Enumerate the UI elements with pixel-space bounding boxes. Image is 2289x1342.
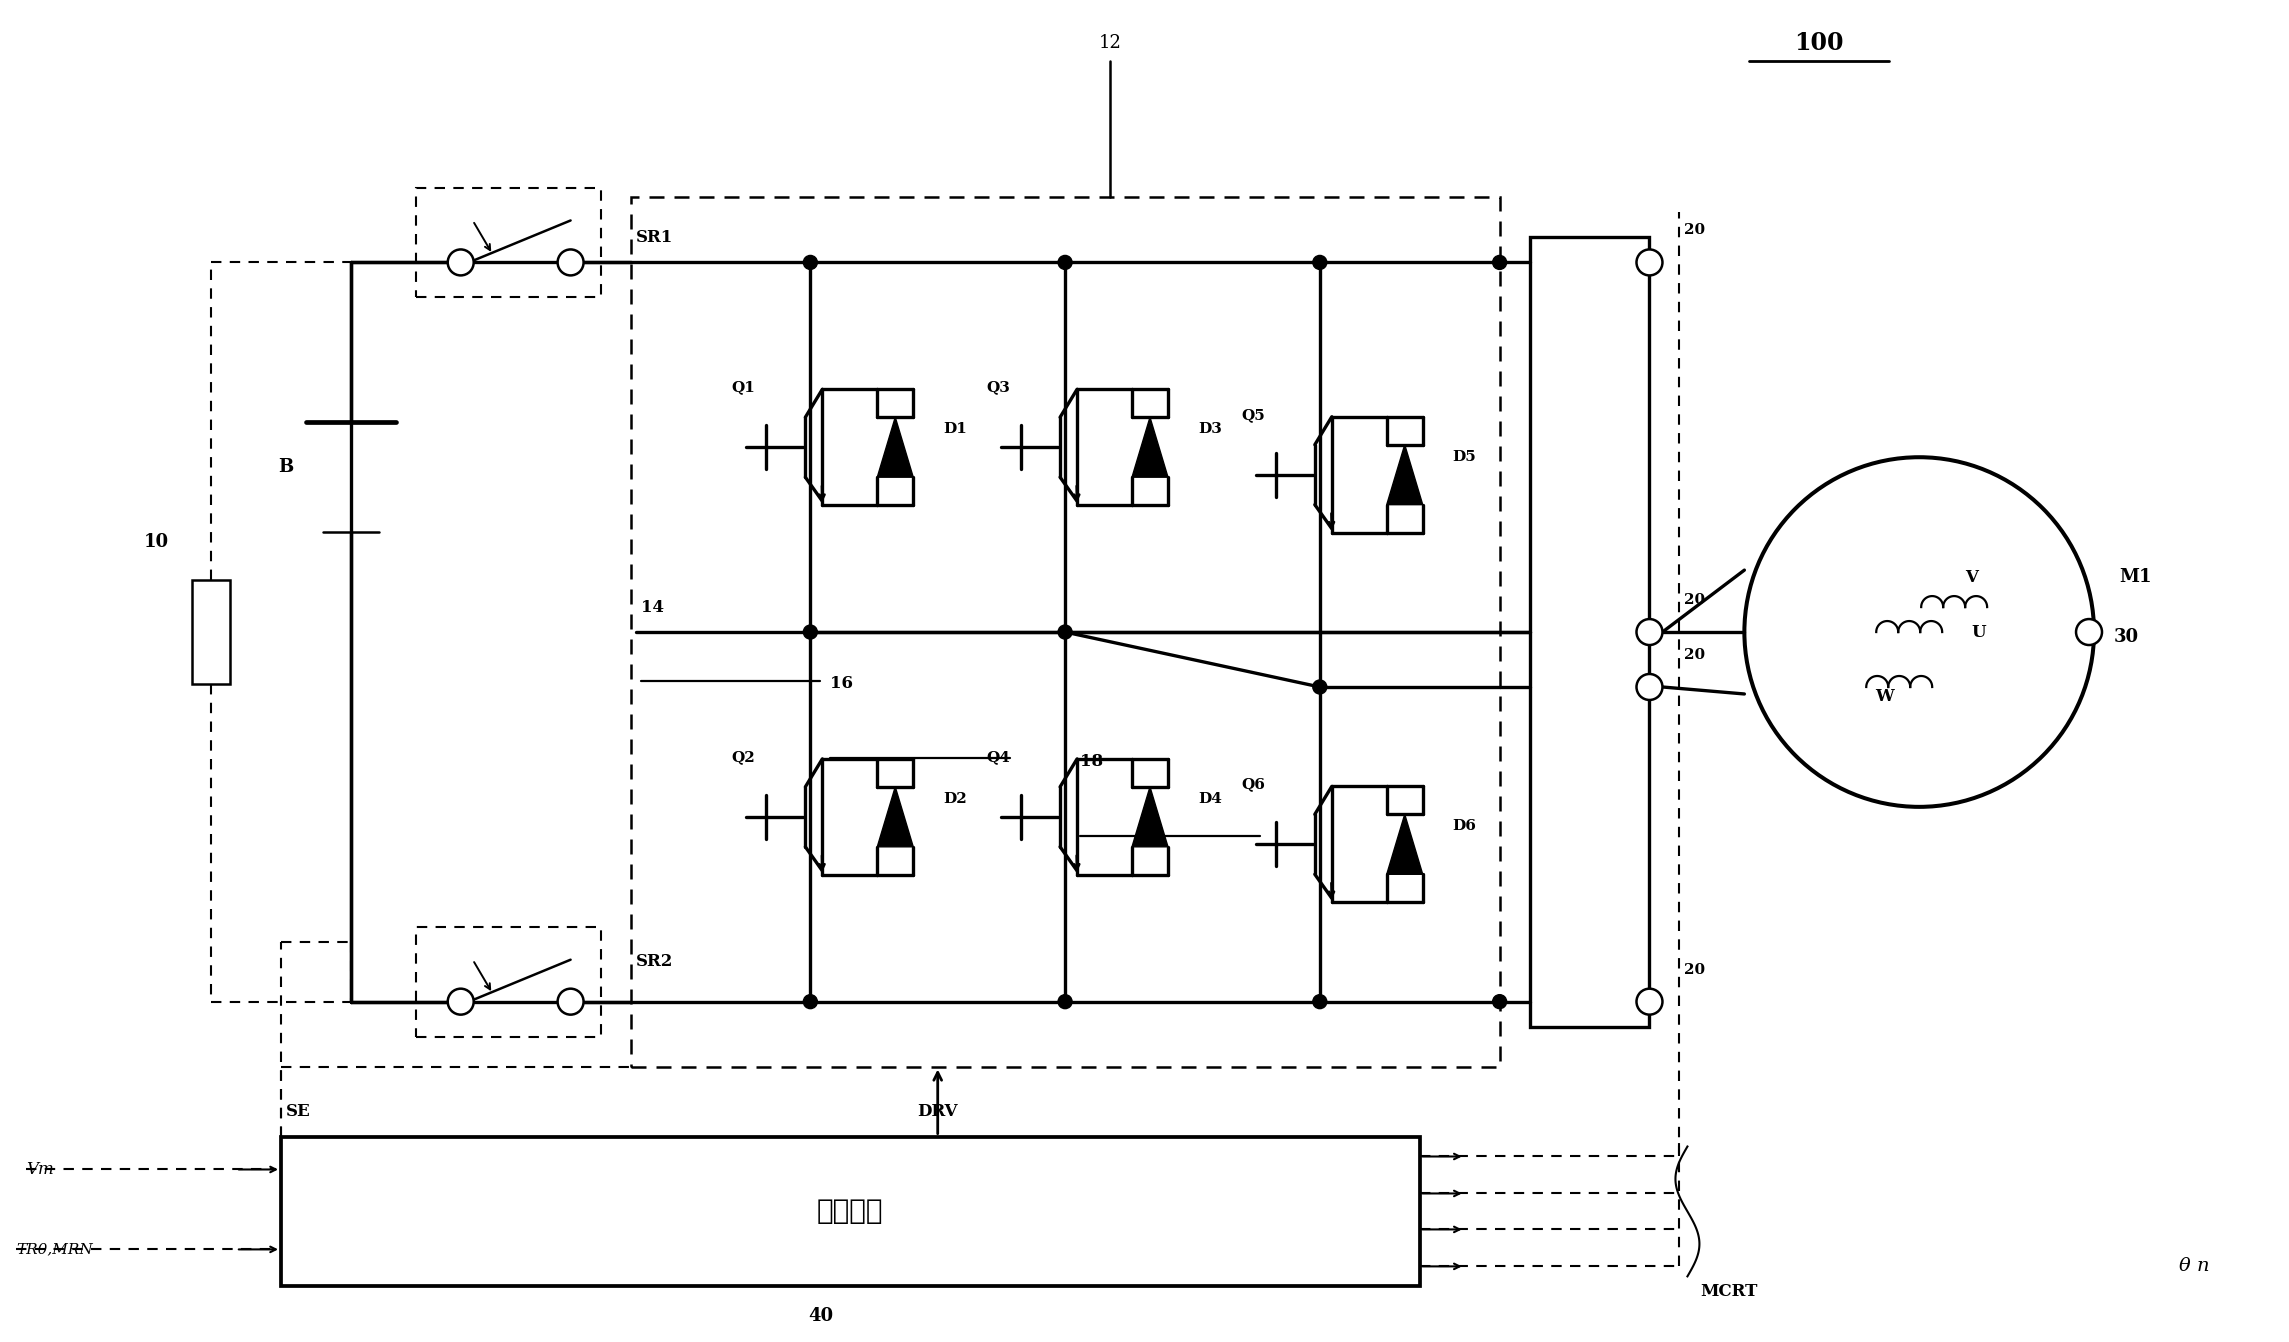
Circle shape — [1058, 625, 1071, 639]
Text: B: B — [279, 458, 293, 476]
Circle shape — [1637, 674, 1662, 701]
Text: Q1: Q1 — [732, 380, 755, 395]
Text: 100: 100 — [1795, 31, 1845, 55]
Text: 20: 20 — [1685, 962, 1705, 977]
Polygon shape — [1387, 815, 1424, 874]
Text: SR2: SR2 — [636, 953, 673, 970]
Text: Q6: Q6 — [1241, 777, 1266, 792]
Bar — [1529, 238, 1650, 1027]
Text: 10: 10 — [144, 533, 169, 552]
Circle shape — [803, 994, 817, 1009]
Text: Vm: Vm — [25, 1161, 55, 1178]
Text: MCRT: MCRT — [1701, 1283, 1758, 1300]
Text: D1: D1 — [943, 423, 966, 436]
Polygon shape — [1387, 444, 1424, 505]
Polygon shape — [1133, 417, 1167, 478]
Circle shape — [1314, 994, 1328, 1009]
Circle shape — [1637, 989, 1662, 1015]
Text: D5: D5 — [1454, 450, 1476, 464]
Text: D4: D4 — [1197, 792, 1222, 805]
Text: M1: M1 — [2120, 568, 2152, 586]
Text: D3: D3 — [1197, 423, 1222, 436]
Circle shape — [1058, 255, 1071, 270]
Text: TR0,MRN: TR0,MRN — [16, 1243, 94, 1256]
Text: 30: 30 — [2115, 628, 2140, 646]
Text: SE: SE — [286, 1103, 311, 1121]
Text: D2: D2 — [943, 792, 966, 805]
Bar — [192, 580, 229, 684]
Text: 20: 20 — [1685, 593, 1705, 607]
Text: Q5: Q5 — [1241, 408, 1266, 421]
Text: W: W — [1875, 688, 1893, 706]
Circle shape — [1314, 680, 1328, 694]
Circle shape — [449, 989, 474, 1015]
Text: Q3: Q3 — [987, 380, 1009, 395]
Text: 40: 40 — [808, 1307, 833, 1326]
Circle shape — [1314, 255, 1328, 270]
Circle shape — [559, 250, 584, 275]
Circle shape — [1492, 994, 1506, 1009]
Polygon shape — [877, 417, 913, 478]
Circle shape — [1058, 994, 1071, 1009]
Text: 16: 16 — [831, 675, 854, 692]
Text: SR1: SR1 — [636, 229, 673, 246]
Circle shape — [803, 255, 817, 270]
Circle shape — [1492, 255, 1506, 270]
Text: V: V — [1964, 569, 1978, 585]
Circle shape — [1637, 250, 1662, 275]
Circle shape — [1637, 619, 1662, 646]
Circle shape — [803, 625, 817, 639]
Circle shape — [559, 989, 584, 1015]
Circle shape — [2076, 619, 2101, 646]
Text: DRV: DRV — [918, 1103, 959, 1121]
Text: U: U — [1971, 624, 1987, 640]
Polygon shape — [1133, 786, 1167, 847]
Text: 20: 20 — [1685, 648, 1705, 662]
Text: 14: 14 — [641, 599, 664, 616]
Text: 20: 20 — [1685, 224, 1705, 238]
Text: 12: 12 — [1099, 34, 1122, 51]
Text: θ n: θ n — [2179, 1257, 2209, 1275]
Text: 控制装置: 控制装置 — [817, 1197, 884, 1225]
Bar — [282, 1137, 1419, 1287]
Polygon shape — [877, 786, 913, 847]
Text: Q4: Q4 — [987, 750, 1009, 764]
Text: 18: 18 — [1080, 753, 1103, 770]
Circle shape — [449, 250, 474, 275]
Text: D6: D6 — [1454, 820, 1476, 833]
Text: Q2: Q2 — [732, 750, 755, 764]
